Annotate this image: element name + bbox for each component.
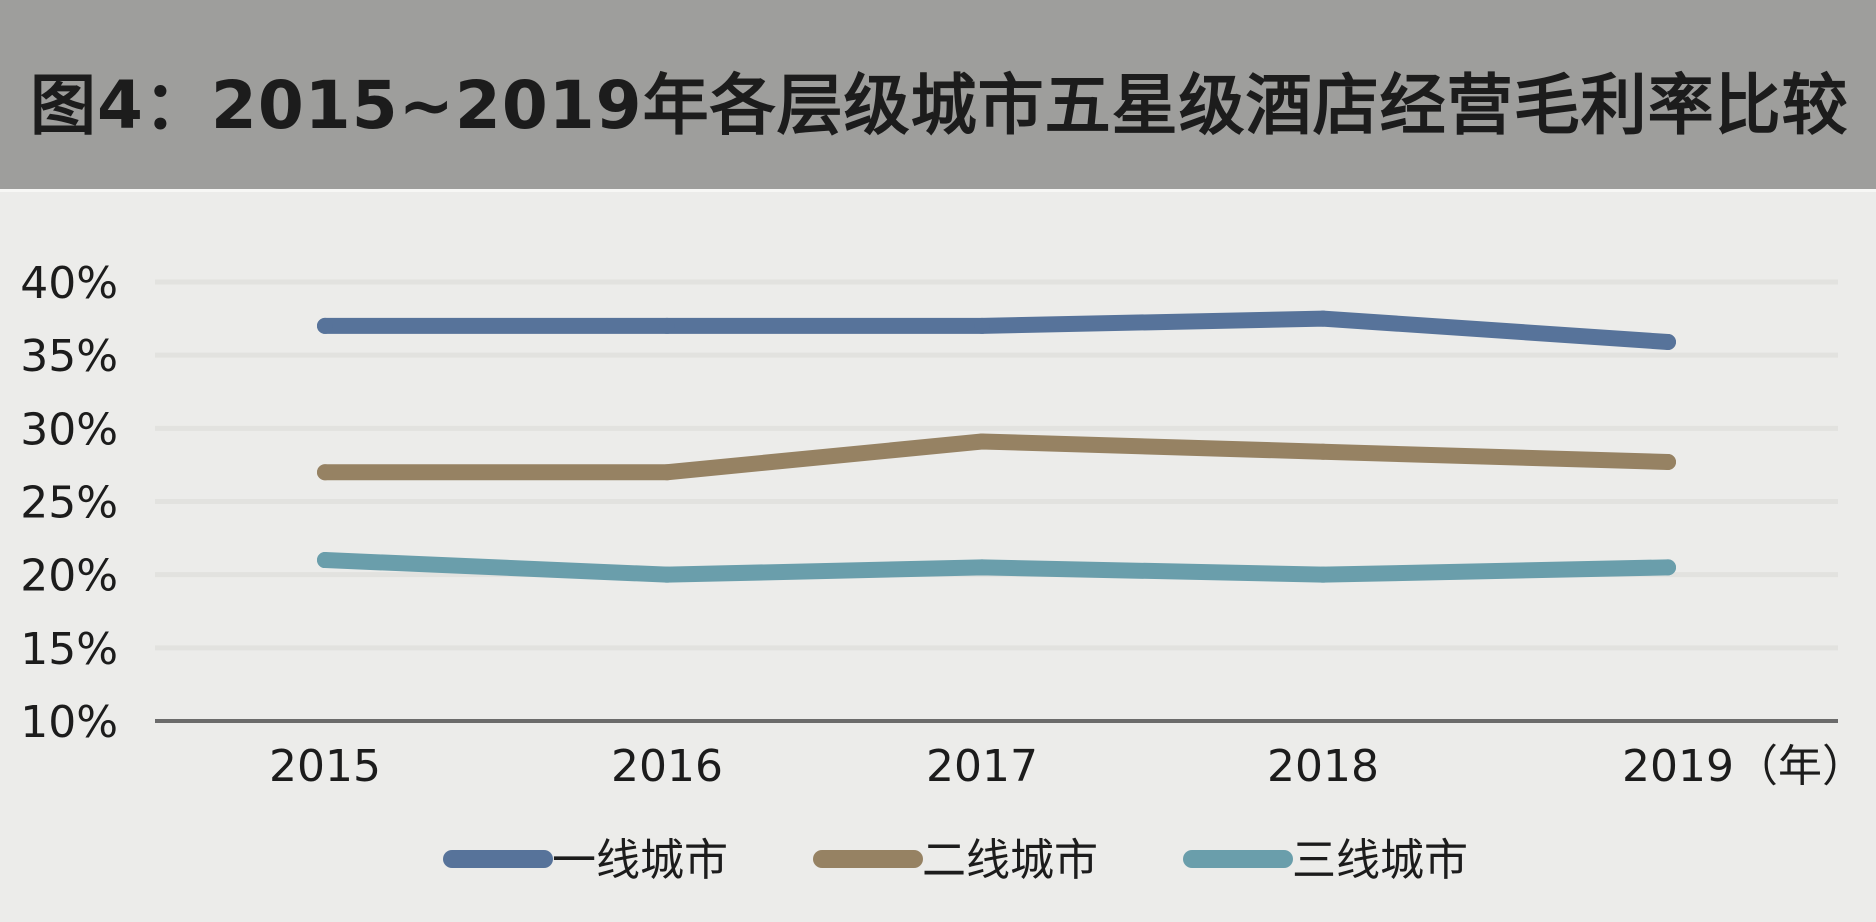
data-point — [974, 433, 990, 450]
data-point — [1660, 559, 1676, 576]
data-point — [317, 317, 333, 334]
data-point — [974, 559, 990, 576]
y-tick-label: 25% — [20, 478, 118, 529]
title-bar: 图4：2015~2019年各层级城市五星级酒店经营毛利率比较 — [0, 0, 1876, 189]
x-tick-label: 2016 — [611, 741, 723, 792]
series-line-3 — [317, 552, 1676, 583]
x-tick-label: 2015 — [269, 741, 381, 792]
data-point — [1315, 310, 1331, 327]
title-divider — [0, 189, 1876, 192]
legend-label: 三线城市 — [1292, 835, 1468, 886]
data-point — [1315, 443, 1331, 460]
data-point — [1315, 566, 1331, 583]
series-line-1 — [317, 310, 1676, 350]
y-tick-label: 35% — [20, 331, 118, 382]
y-tick-label: 10% — [20, 697, 118, 748]
x-tick-label: 2018 — [1267, 741, 1379, 792]
y-tick-label: 15% — [20, 624, 118, 675]
data-point — [974, 317, 990, 334]
data-point — [659, 464, 675, 481]
x-tick-label: 2017 — [926, 741, 1038, 792]
y-tick-label: 30% — [20, 404, 118, 455]
data-point — [659, 566, 675, 583]
data-point — [317, 464, 333, 481]
chart-title: 图4：2015~2019年各层级城市五星级酒店经营毛利率比较 — [30, 67, 1849, 144]
data-point — [1660, 333, 1676, 350]
series-line-2 — [317, 433, 1676, 481]
data-point — [659, 317, 675, 334]
x-tick-label: 2019（年） — [1622, 741, 1866, 792]
data-point — [317, 552, 333, 569]
legend-label: 二线城市 — [922, 835, 1098, 886]
y-tick-label: 20% — [20, 551, 118, 602]
legend-label: 一线城市 — [552, 835, 728, 886]
y-tick-label: 40% — [20, 258, 118, 309]
data-point — [1660, 453, 1676, 470]
